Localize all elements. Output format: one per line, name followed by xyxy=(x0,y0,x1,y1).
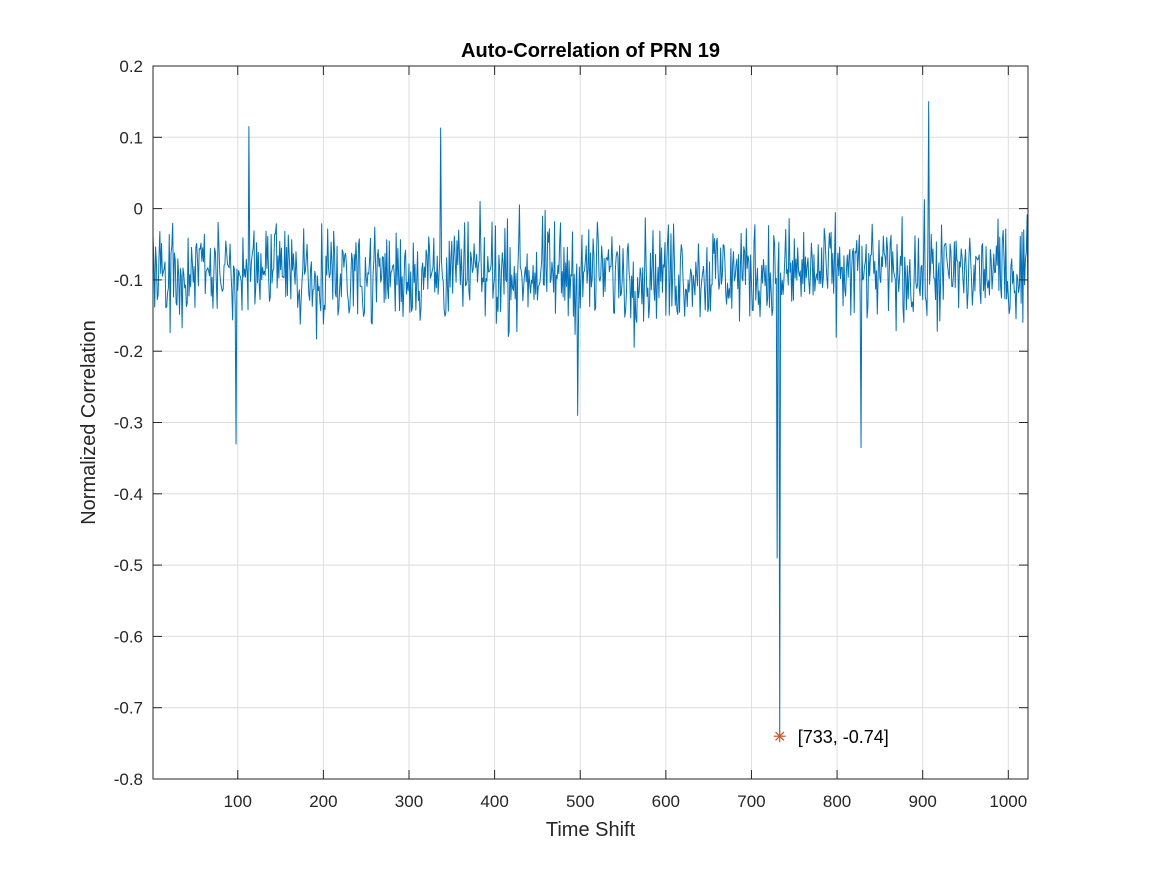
x-tick-labels: 100 200 300 400 500 600 700 800 900 1000 xyxy=(224,792,1028,811)
y-tick-label: -0.2 xyxy=(114,342,143,361)
x-tick-label: 900 xyxy=(909,792,937,811)
y-tick-label: -0.6 xyxy=(114,627,143,646)
x-tick-label: 800 xyxy=(823,792,851,811)
y-tick-label: -0.5 xyxy=(114,556,143,575)
y-tick-label: -0.3 xyxy=(114,414,143,433)
y-tick-label: -0.4 xyxy=(114,485,143,504)
x-tick-label: 100 xyxy=(224,792,252,811)
y-axis-label: Normalized Correlation xyxy=(78,320,100,525)
x-tick-label: 200 xyxy=(309,792,337,811)
x-tick-label: 300 xyxy=(395,792,423,811)
x-tick-label: 400 xyxy=(480,792,508,811)
y-tick-label: 0.1 xyxy=(119,128,143,147)
correlation-series-line xyxy=(152,101,1029,737)
min-point-marker xyxy=(773,730,786,743)
x-tick-label: 500 xyxy=(566,792,594,811)
y-tick-label: -0.8 xyxy=(114,770,143,789)
chart-title: Auto-Correlation of PRN 19 xyxy=(461,40,720,62)
x-tick-label: 600 xyxy=(652,792,680,811)
y-tick-label: 0.2 xyxy=(119,57,143,76)
y-tick-label: -0.7 xyxy=(114,699,143,718)
marker-stroke xyxy=(775,731,785,741)
min-point-annotation: [733, -0.74] xyxy=(798,727,889,747)
y-tick-label: 0 xyxy=(134,200,143,219)
y-tick-label: -0.1 xyxy=(114,271,143,290)
x-tick-label: 1000 xyxy=(989,792,1027,811)
y-tick-labels: 0.2 0.1 0 -0.1 -0.2 -0.3 -0.4 -0.5 -0.6 -0.7 -0.8 xyxy=(114,57,143,789)
x-axis-label: Time Shift xyxy=(546,819,636,841)
x-tick-label: 700 xyxy=(737,792,765,811)
tick-marks xyxy=(153,65,1028,780)
